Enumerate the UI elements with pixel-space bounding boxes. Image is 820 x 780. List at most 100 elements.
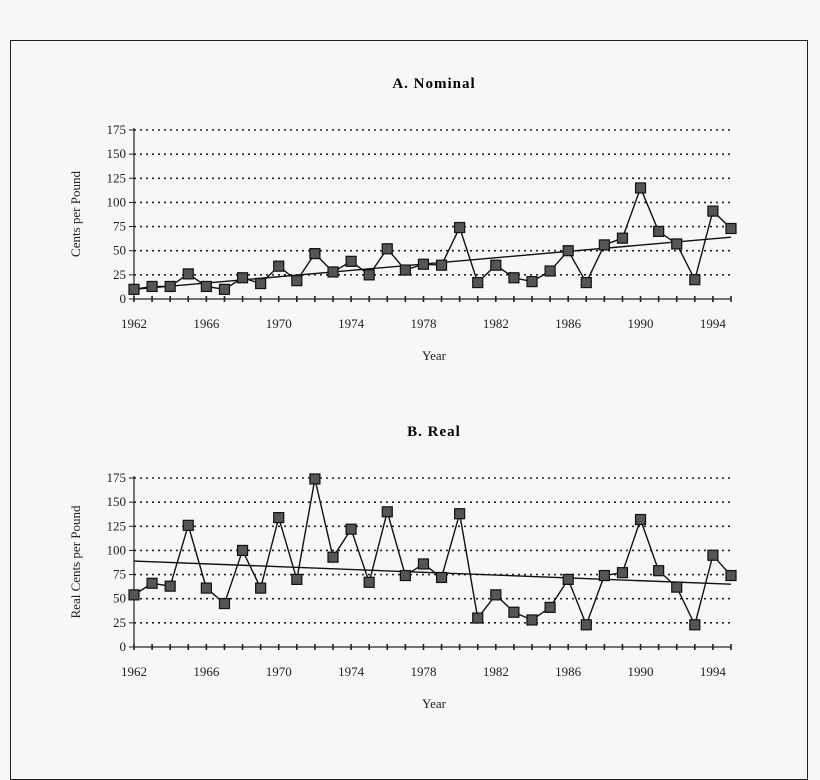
x-tick-label: 1970 bbox=[266, 316, 292, 331]
y-tick-label: 100 bbox=[107, 194, 127, 209]
data-point bbox=[182, 268, 194, 280]
data-point bbox=[417, 558, 430, 570]
x-tick-label: 1962 bbox=[121, 664, 147, 679]
data-point bbox=[435, 259, 448, 271]
data-point bbox=[128, 589, 140, 601]
data-point bbox=[707, 549, 719, 561]
data-point bbox=[309, 473, 321, 485]
data-point bbox=[634, 182, 647, 194]
y-axis-label: Cents per Pound bbox=[68, 171, 83, 257]
data-point bbox=[598, 239, 610, 251]
data-point bbox=[218, 283, 231, 295]
y-axis-label: Real Cents per Pound bbox=[68, 505, 83, 619]
data-point bbox=[399, 264, 411, 276]
data-point bbox=[616, 232, 629, 244]
x-tick-label: 1966 bbox=[193, 664, 220, 679]
data-point bbox=[236, 544, 249, 557]
x-axis-label: Year bbox=[422, 696, 447, 711]
data-point bbox=[454, 221, 466, 234]
data-point bbox=[255, 277, 267, 290]
data-point bbox=[435, 571, 448, 584]
figure-frame bbox=[10, 40, 808, 780]
data-point bbox=[182, 519, 194, 531]
data-point bbox=[381, 506, 393, 518]
data-point bbox=[653, 225, 665, 237]
x-tick-label: 1986 bbox=[555, 316, 582, 331]
y-tick-label: 175 bbox=[107, 470, 127, 485]
y-tick-label: 50 bbox=[113, 591, 126, 606]
data-point bbox=[146, 280, 158, 293]
data-point bbox=[562, 245, 574, 257]
data-point bbox=[526, 276, 538, 288]
data-point bbox=[309, 248, 321, 260]
data-point bbox=[707, 205, 719, 217]
y-tick-label: 25 bbox=[113, 267, 126, 282]
data-point bbox=[417, 258, 430, 270]
data-point bbox=[327, 266, 339, 278]
data-point bbox=[200, 280, 212, 293]
x-tick-label: 1974 bbox=[338, 316, 365, 331]
data-point bbox=[273, 260, 285, 272]
data-point bbox=[472, 612, 484, 624]
data-point bbox=[164, 580, 176, 592]
y-tick-label: 75 bbox=[113, 567, 126, 582]
y-tick-label: 25 bbox=[113, 615, 126, 630]
data-point bbox=[490, 259, 502, 271]
chart-title: B. Real bbox=[407, 424, 461, 440]
x-tick-label: 1982 bbox=[483, 316, 509, 331]
series-line bbox=[133, 478, 732, 627]
x-tick-label: 1970 bbox=[266, 664, 292, 679]
x-tick-label: 1962 bbox=[121, 316, 147, 331]
data-point bbox=[291, 573, 303, 586]
y-tick-label: 50 bbox=[113, 243, 126, 258]
y-tick-label: 175 bbox=[107, 122, 127, 137]
data-point bbox=[490, 589, 502, 601]
panel-real: B. Real Year Real Cents per Pound 0 25 50 7… bbox=[68, 424, 737, 711]
y-tick-label: 75 bbox=[113, 219, 126, 234]
data-point bbox=[255, 582, 267, 594]
data-point bbox=[580, 276, 592, 289]
data-point bbox=[454, 508, 466, 520]
data-point bbox=[689, 619, 701, 631]
trend-line bbox=[133, 560, 732, 585]
data-point bbox=[345, 523, 357, 535]
chart-title: A. Nominal bbox=[392, 76, 475, 92]
data-point bbox=[200, 582, 212, 594]
data-point bbox=[345, 255, 357, 267]
y-tick-label: 125 bbox=[107, 170, 127, 185]
data-point bbox=[363, 269, 375, 281]
data-point bbox=[291, 275, 303, 287]
data-point bbox=[472, 276, 484, 289]
data-point bbox=[671, 238, 683, 250]
data-point bbox=[725, 569, 737, 582]
data-point bbox=[653, 565, 665, 577]
data-point bbox=[218, 597, 231, 610]
x-tick-label: 1974 bbox=[338, 664, 365, 679]
data-point bbox=[616, 567, 629, 579]
data-point bbox=[381, 243, 393, 255]
y-tick-label: 125 bbox=[107, 518, 127, 533]
series-line bbox=[133, 186, 732, 291]
data-point bbox=[236, 272, 249, 284]
y-tick-label: 150 bbox=[107, 494, 127, 509]
data-point bbox=[562, 573, 574, 586]
y-tick-label: 0 bbox=[120, 639, 127, 654]
x-tick-label: 1978 bbox=[410, 664, 436, 679]
panel-nominal: A. Nominal Year Cents per Pound 0 25 50 75 1… bbox=[68, 76, 737, 363]
x-tick-label: 1994 bbox=[700, 316, 727, 331]
data-point bbox=[128, 283, 140, 295]
x-tick-label: 1990 bbox=[628, 664, 654, 679]
data-point bbox=[689, 274, 701, 286]
data-point bbox=[164, 280, 176, 293]
data-point bbox=[598, 569, 610, 582]
y-tick-label: 100 bbox=[107, 542, 127, 557]
data-point bbox=[146, 577, 158, 589]
data-point bbox=[363, 576, 375, 588]
x-axis-label: Year bbox=[422, 348, 447, 363]
data-point bbox=[273, 511, 285, 524]
data-point bbox=[634, 513, 647, 526]
x-tick-label: 1986 bbox=[555, 664, 582, 679]
trend-line bbox=[133, 236, 732, 291]
data-point bbox=[526, 614, 538, 626]
